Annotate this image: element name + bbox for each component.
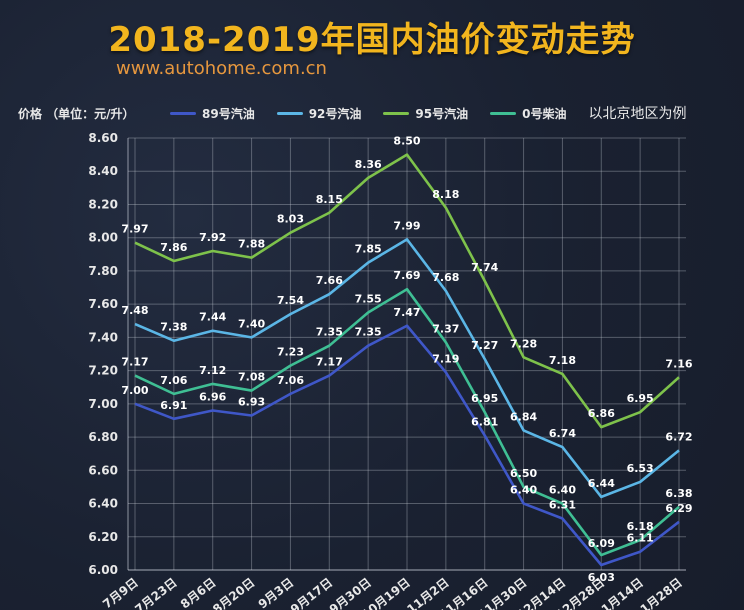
region-note: 以北京地区为例 xyxy=(588,106,687,122)
legend-swatch-92 xyxy=(276,111,303,115)
data-label-s0: 7.23 xyxy=(277,346,304,359)
x-tick-label: 7月23日 xyxy=(132,575,179,610)
y-tick-label: 8.60 xyxy=(88,131,118,145)
legend-label-95: 95号汽油 xyxy=(415,106,469,121)
legend-label-92: 92号汽油 xyxy=(308,106,362,121)
data-label-s89: 6.91 xyxy=(160,399,187,412)
data-label-s89: 6.11 xyxy=(627,532,654,545)
data-label-s0: 7.69 xyxy=(393,269,420,282)
y-tick-label: 8.00 xyxy=(88,231,118,245)
data-label-s89: 6.81 xyxy=(471,415,498,428)
data-label-s0: 7.55 xyxy=(355,292,382,305)
y-tick-label: 8.20 xyxy=(88,197,118,211)
data-label-s95: 8.18 xyxy=(432,188,459,201)
data-label-s89: 6.03 xyxy=(588,571,615,584)
data-label-s92: 6.53 xyxy=(627,462,654,475)
data-label-s92: 7.66 xyxy=(316,274,343,287)
data-label-s0: 6.40 xyxy=(549,484,576,497)
data-label-s92: 7.48 xyxy=(121,304,148,317)
y-tick-label: 6.60 xyxy=(88,463,118,477)
x-tick-label: 1月28日 xyxy=(638,575,685,610)
data-label-s92: 6.84 xyxy=(510,410,537,423)
y-tick-label: 7.20 xyxy=(88,364,118,378)
data-label-s95: 7.92 xyxy=(199,231,226,244)
data-label-s92: 6.74 xyxy=(549,427,576,440)
data-label-s89: 6.29 xyxy=(665,502,692,515)
data-label-s0: 6.18 xyxy=(627,520,654,533)
data-label-s89: 7.17 xyxy=(316,356,343,369)
y-tick-label: 6.80 xyxy=(88,430,118,444)
data-label-s92: 7.68 xyxy=(432,271,459,284)
series-line-s95 xyxy=(134,153,680,429)
series-line-s92 xyxy=(134,238,680,499)
chart-title: 2018-2019年国内油价变动走势 xyxy=(108,20,636,60)
y-tick-label: 7.40 xyxy=(88,330,118,344)
y-tick-label: 6.20 xyxy=(88,530,118,544)
x-tick-label: 8月20日 xyxy=(210,575,257,610)
data-label-s89: 7.19 xyxy=(432,352,459,365)
data-label-s92: 6.72 xyxy=(665,430,692,443)
data-label-s89: 7.06 xyxy=(277,374,304,387)
chart-subtitle: www.autohome.com.cn xyxy=(116,58,327,79)
y-axis-label: 价格 （单位：元/升） xyxy=(18,107,135,121)
data-label-s95: 6.86 xyxy=(588,407,615,420)
data-label-s92: 7.99 xyxy=(393,219,420,232)
data-label-s0: 6.95 xyxy=(471,392,498,405)
data-label-s95: 7.86 xyxy=(160,241,187,254)
data-label-s95: 7.28 xyxy=(510,337,537,350)
data-label-s0: 7.35 xyxy=(316,326,343,339)
y-tick-label: 7.80 xyxy=(88,264,118,278)
y-tick-label: 7.60 xyxy=(88,297,118,311)
data-label-s89: 7.00 xyxy=(121,384,148,397)
legend-swatch-95 xyxy=(383,111,410,115)
y-tick-label: 6.00 xyxy=(88,563,118,577)
data-label-s92: 7.85 xyxy=(355,243,382,256)
data-label-s95: 7.18 xyxy=(549,354,576,367)
data-label-s0: 7.37 xyxy=(432,322,459,335)
data-label-s92: 7.38 xyxy=(160,321,187,334)
data-label-s95: 8.03 xyxy=(277,213,304,226)
y-tick-label: 7.00 xyxy=(88,397,118,411)
data-label-s0: 6.09 xyxy=(588,537,615,550)
data-label-s95: 8.36 xyxy=(355,158,382,171)
data-label-s95: 8.50 xyxy=(393,135,420,148)
data-label-s92: 6.44 xyxy=(588,477,615,490)
legend-swatch-0 xyxy=(490,111,517,115)
data-label-s95: 7.16 xyxy=(665,357,692,370)
series-line-s89 xyxy=(134,324,680,567)
data-label-s89: 7.35 xyxy=(355,326,382,339)
data-label-s0: 7.06 xyxy=(160,374,187,387)
data-label-s0: 7.08 xyxy=(238,371,265,384)
y-tick-label: 6.40 xyxy=(88,497,118,511)
data-label-s0: 7.17 xyxy=(121,356,148,369)
legend-item-95: 95号汽油 xyxy=(383,105,468,122)
data-label-s92: 7.40 xyxy=(238,317,265,330)
legend: 89号汽油 92号汽油 95号汽油 0号柴油 以北京地区为例 xyxy=(170,103,686,123)
data-label-s89: 6.31 xyxy=(549,498,576,511)
data-label-s89: 6.96 xyxy=(199,390,226,403)
data-label-s89: 6.40 xyxy=(510,484,537,497)
data-label-s92: 7.44 xyxy=(199,311,226,324)
data-label-s0: 7.12 xyxy=(199,364,226,377)
data-label-s0: 6.50 xyxy=(510,467,537,480)
series-line-s0 xyxy=(134,287,680,557)
legend-label-89: 89号汽油 xyxy=(202,106,255,121)
data-label-s95: 6.95 xyxy=(627,392,654,405)
legend-swatch-89 xyxy=(170,111,196,115)
data-label-s95: 8.15 xyxy=(316,193,343,206)
data-label-s89: 6.93 xyxy=(238,395,265,408)
data-label-s89: 7.47 xyxy=(393,306,420,319)
y-tick-label: 8.40 xyxy=(88,164,118,178)
legend-item-89: 89号汽油 xyxy=(170,105,255,122)
data-label-s92: 7.54 xyxy=(277,294,304,307)
data-label-s95: 7.97 xyxy=(121,223,148,236)
data-label-s95: 7.74 xyxy=(471,261,498,274)
legend-label-0: 0号柴油 xyxy=(522,106,567,121)
data-label-s92: 7.27 xyxy=(471,339,498,352)
legend-item-92: 92号汽油 xyxy=(276,105,362,122)
data-label-s95: 7.88 xyxy=(238,238,265,251)
data-label-s0: 6.38 xyxy=(665,487,692,500)
legend-item-0: 0号柴油 xyxy=(490,105,566,122)
